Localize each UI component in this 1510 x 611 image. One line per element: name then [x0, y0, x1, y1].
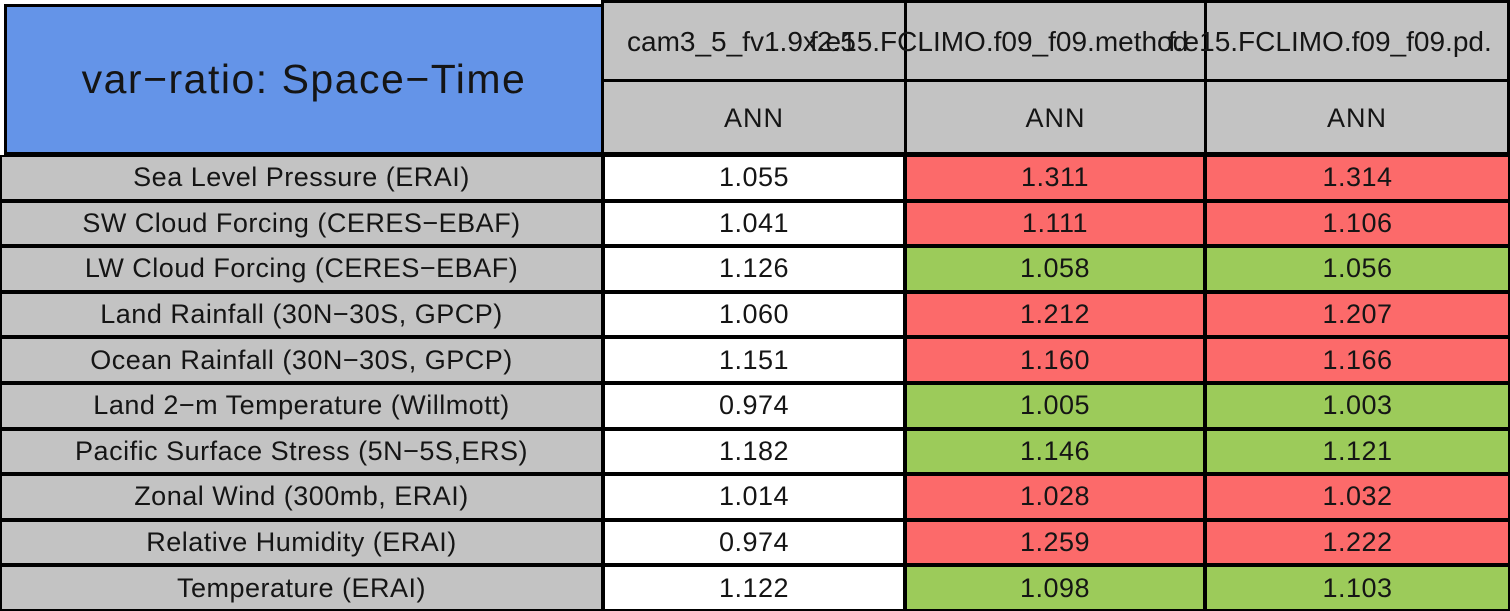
value-cell: 1.259 [905, 519, 1205, 566]
model-column-header-1: ANN [601, 0, 907, 155]
value-cell: 1.003 [1205, 382, 1510, 429]
season-label: ANN [1025, 103, 1086, 133]
model-column-header-2: ANN [904, 0, 1207, 155]
model-name-3: f.e15.FCLIMO.f09_f09.pd. [1168, 26, 1492, 57]
value-cell: 1.056 [1205, 246, 1510, 292]
value-cell: 1.314 [1205, 155, 1510, 201]
metric-label: SW Cloud Forcing (CERES−EBAF) [0, 200, 603, 247]
table-title: var−ratio: Space−Time [81, 56, 527, 102]
value-cell: 1.028 [905, 474, 1205, 520]
value-cell: 1.041 [603, 200, 905, 247]
value-cell: 1.212 [905, 291, 1205, 338]
value-cell: 1.207 [1205, 291, 1510, 338]
value-cell: 1.126 [603, 246, 905, 292]
value-cell: 1.146 [905, 428, 1205, 475]
value-cell: 1.122 [603, 565, 905, 611]
metric-label: Land Rainfall (30N−30S, GPCP) [0, 291, 603, 338]
table-body: Sea Level Pressure (ERAI) 1.055 1.311 1.… [0, 155, 1510, 611]
value-cell: 1.222 [1205, 519, 1510, 566]
value-cell: 1.166 [1205, 337, 1510, 383]
model-name-row [604, 3, 904, 82]
model-name-2: f.e15.FCLIMO.f09_f09.method [810, 26, 1189, 57]
value-cell: 1.182 [603, 428, 905, 475]
value-cell: 1.014 [603, 474, 905, 520]
table-title-cell: var−ratio: Space−Time [4, 4, 604, 155]
value-cell: 1.111 [905, 200, 1205, 247]
value-cell: 1.103 [1205, 565, 1510, 611]
value-cell: 1.058 [905, 246, 1205, 292]
value-cell: 0.974 [603, 519, 905, 566]
value-cell: 1.098 [905, 565, 1205, 611]
metric-label: Relative Humidity (ERAI) [0, 519, 603, 566]
value-cell: 1.151 [603, 337, 905, 383]
value-cell: 1.121 [1205, 428, 1510, 475]
metric-label: Land 2−m Temperature (Willmott) [0, 382, 603, 429]
model-name-1: cam3_5_fv1.9x2.5 [627, 26, 856, 57]
value-cell: 1.311 [905, 155, 1205, 201]
metric-label: Pacific Surface Stress (5N−5S,ERS) [0, 428, 603, 475]
metric-label: Zonal Wind (300mb, ERAI) [0, 474, 603, 520]
model-column-header-3: ANN [1204, 0, 1510, 155]
metric-label: Sea Level Pressure (ERAI) [0, 155, 603, 201]
metric-label: Ocean Rainfall (30N−30S, GPCP) [0, 337, 603, 383]
model-name-row [907, 3, 1204, 82]
value-cell: 1.160 [905, 337, 1205, 383]
value-cell: 1.032 [1205, 474, 1510, 520]
value-cell: 1.060 [603, 291, 905, 338]
value-cell: 0.974 [603, 382, 905, 429]
value-cell: 1.106 [1205, 200, 1510, 247]
metric-label: Temperature (ERAI) [0, 565, 603, 611]
value-cell: 1.005 [905, 382, 1205, 429]
model-name-row [1207, 3, 1507, 82]
season-label: ANN [723, 103, 784, 133]
season-label: ANN [1326, 103, 1387, 133]
metric-label: LW Cloud Forcing (CERES−EBAF) [0, 246, 603, 292]
value-cell: 1.055 [603, 155, 905, 201]
